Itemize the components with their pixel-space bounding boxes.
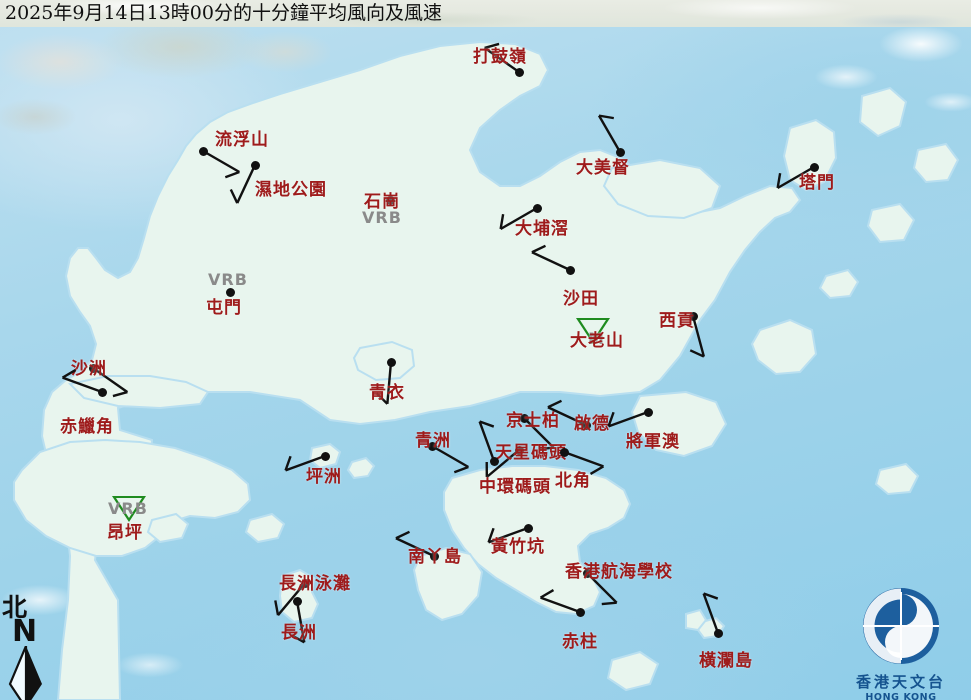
variable-wind-text: VRB [108,499,148,518]
station-marker-dot [532,203,542,213]
station-marker-dot [565,265,575,275]
station-name-label: 將軍澳 [626,432,680,452]
title-bar: 2025年9月14日13時00分的十分鐘平均風向及風速 [0,0,971,27]
calm-wind-triangle-icon [112,496,146,522]
station-name-label: 石崗 [364,192,400,212]
station-name-label: 長洲 [281,623,317,643]
station-name-label: 天星碼頭 [495,443,567,463]
station-marker-dot [575,607,585,617]
station-marker-dot [489,456,499,466]
station-name-label: 大埔滘 [515,219,569,239]
sai-kung-islands [750,318,818,376]
station-name-label: 大美督 [576,158,630,178]
station-marker-dot [713,628,723,638]
calm-wind-triangle-icon [576,318,610,344]
station-name-label: 青衣 [369,383,405,403]
station-name-label: 赤鱲角 [60,417,114,437]
station-name-label: 坪洲 [306,467,342,487]
station-name-label: 青洲 [415,431,451,451]
e-island-c [866,202,916,244]
small-island-6 [874,462,920,496]
ne-island-b [912,142,960,184]
waglan-island-land [685,608,708,632]
station-name-label: 屯門 [206,298,242,318]
station-marker-dot [643,407,653,417]
compass-label-cn: 北 [2,593,28,622]
calm-wind-triangle-inner [116,498,142,518]
hko-name-en: HONG KONG OBSERVATORY [865,692,937,700]
station-name-label: 中環碼頭 [479,477,551,497]
plover-cove-land [602,158,722,220]
station-name-label: 打鼓嶺 [473,47,527,67]
station-marker-dot [386,357,396,367]
station-name-label: 黃竹坑 [491,537,545,557]
lamma-island-land [412,546,484,622]
hko-name-cn: 香港天文台 [855,673,946,691]
station-marker-dot [559,447,569,457]
station-name-label: 西貢 [659,311,695,331]
tsing-yi-land [352,340,416,382]
hko-logo: 香港天文台 HONG KONG OBSERVATORY [837,586,965,700]
station-name-label: 香港航海學校 [565,562,673,582]
station-marker-dot [250,160,260,170]
compass-label-en: N [12,614,38,649]
variable-wind-text: VRB [362,208,402,227]
compass-needle-icon [8,646,42,700]
station-name-label: 啟德 [574,414,610,434]
station-name-label: 流浮山 [215,130,269,150]
station-name-label: 沙田 [563,289,599,309]
station-name-label: 橫瀾島 [699,651,753,671]
station-name-label: 長洲泳灘 [279,574,351,594]
station-name-label: 南丫島 [408,547,462,567]
title-bar-texture [0,0,971,27]
station-name-label: 北角 [555,471,591,491]
station-name-label: 昂坪 [107,523,143,543]
station-marker-dot [225,287,235,297]
station-marker-dot [292,596,302,606]
station-marker-dot [198,146,208,156]
calm-wind-triangle-inner [580,320,606,340]
small-island-4 [606,650,660,692]
station-name-label: 大老山 [570,331,624,351]
ne-island-a [858,86,908,138]
station-name-label: 濕地公園 [255,180,327,200]
small-island-1 [244,512,286,544]
station-name-label: 沙洲 [71,359,107,379]
variable-wind-text: VRB [208,270,248,289]
station-marker-dot [514,67,524,77]
missing-data-letter: M [588,329,604,348]
hko-emblem-icon [863,588,939,664]
station-name-label: 赤柱 [562,632,598,652]
station-marker-dot [385,195,395,205]
station-marker-dot [97,387,107,397]
station-name-label: 塔門 [799,173,835,193]
small-island-3 [346,456,376,480]
station-marker-dot [320,451,330,461]
small-island-7 [818,268,860,300]
station-name-label: 京士柏 [506,411,560,431]
small-island-2 [146,512,190,544]
page-title: 2025年9月14日13時00分的十分鐘平均風向及風速 [5,2,442,24]
new-territories-land [40,40,802,700]
